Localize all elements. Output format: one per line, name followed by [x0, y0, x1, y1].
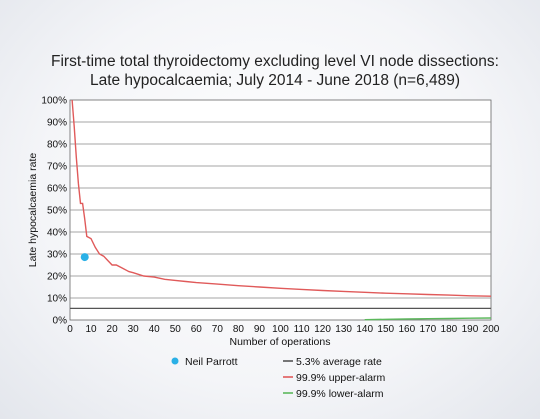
y-axis-label: Late hypocalcaemia rate — [27, 153, 39, 268]
x-tick-label: 70 — [212, 324, 224, 335]
legend-label: 99.9% lower-alarm — [296, 388, 384, 400]
x-tick-label: 110 — [294, 324, 310, 335]
x-tick-label: 90 — [254, 324, 266, 335]
y-tick-label: 0% — [53, 316, 68, 327]
x-tick-label: 130 — [335, 324, 352, 335]
y-tick-label: 60% — [47, 184, 67, 195]
legend-dot — [171, 357, 179, 365]
x-tick-label: 50 — [170, 324, 182, 335]
y-tick-label: 70% — [47, 162, 67, 173]
x-tick-label: 150 — [377, 324, 394, 335]
series-line — [71, 99, 492, 297]
x-tick-label: 120 — [314, 324, 331, 335]
x-tick-label: 180 — [441, 324, 458, 335]
x-tick-label: 10 — [85, 324, 97, 335]
x-tick-label: 160 — [398, 324, 415, 335]
chart-subtitle: Late hypocalcaemia; July 2014 - June 201… — [90, 72, 460, 89]
legend-label: Neil Parrott — [185, 356, 238, 368]
x-tick-label: 190 — [462, 324, 479, 335]
chart-title: First-time total thyroidectomy excluding… — [51, 53, 499, 70]
y-tick-label: 30% — [47, 250, 67, 261]
y-tick-labels: 0% 10% 20% 30% 40% 50% 60% 70% 80% 90% 100% — [41, 96, 67, 327]
legend: Neil Parrott 5.3% average rate 99.9% upper… — [171, 356, 386, 400]
grid-lines — [70, 121, 491, 299]
y-tick-label: 90% — [47, 118, 67, 129]
x-tick-label: 170 — [420, 324, 437, 335]
x-tick-label: 80 — [233, 324, 245, 335]
x-tick-label: 0 — [67, 324, 73, 335]
y-tick-label: 80% — [47, 140, 67, 151]
y-tick-label: 100% — [41, 96, 67, 107]
x-tick-label: 20 — [107, 324, 119, 335]
series-layer — [70, 99, 492, 321]
x-tick-label: 140 — [356, 324, 373, 335]
y-tick-label: 40% — [47, 228, 67, 239]
legend-label: 5.3% average rate — [296, 356, 382, 368]
y-tick-label: 50% — [47, 206, 67, 217]
x-tick-label: 40 — [149, 324, 161, 335]
y-tick-label: 20% — [47, 272, 67, 283]
x-tick-labels: 0 10 20 30 40 50 60 70 80 90 100 110 120 130 140 150 160… — [67, 324, 500, 335]
x-tick-label: 200 — [483, 324, 500, 335]
series-line — [364, 317, 492, 321]
y-tick-label: 10% — [47, 294, 67, 305]
surgeon-point — [80, 253, 89, 262]
legend-label: 99.9% upper-alarm — [296, 372, 386, 384]
x-axis-label: Number of operations — [230, 336, 331, 348]
x-tick-label: 60 — [191, 324, 203, 335]
x-tick-label: 100 — [272, 324, 289, 335]
x-tick-label: 30 — [128, 324, 140, 335]
